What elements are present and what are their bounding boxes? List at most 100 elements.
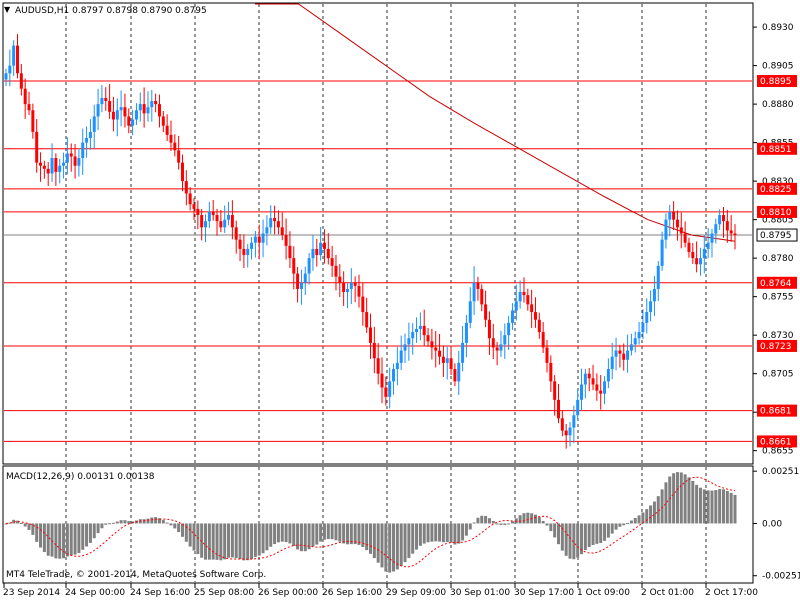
candle-body bbox=[257, 236, 261, 243]
macd-bar bbox=[438, 523, 442, 542]
macd-bar bbox=[461, 523, 465, 541]
candle-body bbox=[599, 390, 603, 394]
macd-bar bbox=[227, 523, 231, 558]
macd-bar bbox=[119, 520, 123, 524]
candle-body bbox=[223, 219, 227, 228]
macd-bar bbox=[622, 523, 626, 526]
candle-body bbox=[250, 242, 254, 249]
macd-bar bbox=[88, 523, 92, 543]
copyright-text: MT4 TeleTrade, © 2001-2014, MetaQuotes S… bbox=[6, 570, 266, 580]
candle-body bbox=[595, 384, 599, 391]
candle-body bbox=[522, 292, 526, 296]
macd-bar bbox=[265, 523, 269, 551]
macd-tick-label: -0.00251 bbox=[762, 572, 800, 582]
candle-body bbox=[629, 344, 633, 351]
price-tick-label: 0.8905 bbox=[762, 62, 794, 72]
macd-pane-border bbox=[2, 465, 754, 584]
candle-body bbox=[372, 342, 376, 359]
macd-bar bbox=[721, 489, 725, 524]
candle-body bbox=[725, 221, 729, 231]
main-price-pane[interactable]: 0.89300.89050.88800.88550.88300.88050.87… bbox=[2, 2, 798, 465]
macd-bar bbox=[299, 523, 303, 552]
candle-body bbox=[54, 158, 58, 172]
macd-bar bbox=[399, 523, 403, 566]
macd-bar bbox=[142, 519, 146, 524]
candle-body bbox=[687, 242, 691, 252]
macd-bar bbox=[453, 523, 457, 545]
macd-bar bbox=[349, 523, 353, 545]
macd-bar bbox=[284, 523, 288, 543]
macd-bar bbox=[610, 523, 614, 534]
candle-body bbox=[457, 362, 461, 382]
chart-title: ▼ AUDUSD,H1 0.8797 0.8798 0.8790 0.8795 bbox=[4, 5, 207, 16]
macd-bar bbox=[250, 523, 254, 559]
macd-bar bbox=[165, 522, 169, 524]
candle-body bbox=[491, 338, 495, 348]
candle-body bbox=[69, 153, 73, 157]
candle-body bbox=[234, 227, 238, 240]
candle-body bbox=[161, 116, 165, 126]
candle-body bbox=[73, 156, 77, 166]
macd-bar bbox=[273, 523, 277, 545]
candle-body bbox=[326, 248, 330, 259]
candle-body bbox=[434, 347, 438, 351]
candle-body bbox=[576, 399, 580, 416]
macd-bar bbox=[388, 523, 392, 573]
macd-pane[interactable]: 0.00251 0.00 -0.00251 MACD(12,26,9) 0.0013… bbox=[2, 465, 800, 584]
macd-bar bbox=[322, 523, 326, 540]
candle-body bbox=[361, 296, 365, 313]
candle-body bbox=[487, 319, 491, 339]
candle-body bbox=[96, 104, 100, 117]
macd-bar bbox=[54, 523, 58, 559]
time-tick-label: 25 Sep 08:00 bbox=[194, 588, 254, 598]
macd-bar bbox=[426, 523, 430, 543]
macd-bar bbox=[464, 523, 468, 536]
macd-bar bbox=[695, 484, 699, 524]
candle-body bbox=[345, 288, 349, 293]
candle-body bbox=[280, 227, 284, 236]
macd-bar bbox=[595, 523, 599, 544]
candle-body bbox=[533, 312, 537, 320]
macd-bar bbox=[599, 523, 603, 544]
candle-body bbox=[461, 342, 465, 363]
macd-bar bbox=[188, 523, 192, 547]
candle-body bbox=[714, 224, 718, 234]
macd-bar bbox=[557, 523, 561, 545]
macd-bar bbox=[276, 523, 280, 543]
macd-bar bbox=[553, 523, 557, 538]
candle-body bbox=[645, 312, 649, 323]
candle-body bbox=[138, 104, 142, 111]
macd-bar bbox=[177, 523, 181, 533]
candle-body bbox=[146, 107, 150, 114]
macd-bar bbox=[407, 523, 411, 558]
candle-body bbox=[296, 273, 300, 289]
candle-body bbox=[319, 242, 323, 256]
macd-bar bbox=[606, 523, 610, 538]
candle-body bbox=[119, 107, 123, 111]
candle-body bbox=[315, 248, 319, 256]
macd-bar bbox=[430, 523, 434, 542]
candle-body bbox=[480, 288, 484, 305]
candle-body bbox=[108, 101, 112, 112]
candle-body bbox=[675, 219, 679, 228]
macd-bar bbox=[729, 492, 733, 524]
candle-body bbox=[537, 319, 541, 333]
level-label-box bbox=[757, 435, 797, 448]
macd-bar bbox=[603, 523, 607, 541]
macd-bar bbox=[161, 520, 165, 524]
candle-body bbox=[626, 350, 630, 360]
price-tick-label: 0.8780 bbox=[762, 254, 794, 264]
candle-body bbox=[679, 227, 683, 234]
dropdown-arrow-icon[interactable]: ▼ bbox=[4, 5, 11, 14]
candle-body bbox=[242, 248, 246, 256]
macd-bar bbox=[652, 501, 656, 524]
macd-bar bbox=[626, 522, 630, 524]
macd-bar bbox=[614, 523, 618, 530]
level-label-box bbox=[757, 205, 797, 218]
time-axis: 23 Sep 2014 24 Sep 00:00 24 Sep 16:00 25 Se… bbox=[3, 583, 758, 598]
candle-body bbox=[415, 328, 419, 333]
level-label: 0.8825 bbox=[760, 185, 792, 195]
macd-signal-line bbox=[5, 476, 736, 568]
candle-body bbox=[39, 162, 43, 166]
